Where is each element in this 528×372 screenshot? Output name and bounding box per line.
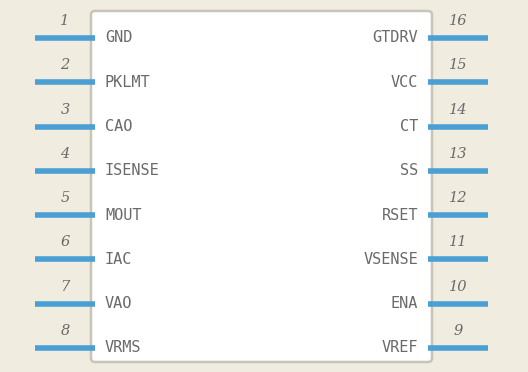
Text: ISENSE: ISENSE (105, 163, 160, 178)
Text: 9: 9 (454, 324, 463, 338)
Text: VRMS: VRMS (105, 340, 142, 356)
Text: 15: 15 (449, 58, 467, 72)
Text: VSENSE: VSENSE (363, 252, 418, 267)
Text: 1: 1 (60, 14, 70, 28)
Text: GND: GND (105, 31, 133, 45)
Text: CT: CT (400, 119, 418, 134)
Text: 16: 16 (449, 14, 467, 28)
Text: 3: 3 (60, 103, 70, 116)
Text: 5: 5 (60, 191, 70, 205)
Text: PKLMT: PKLMT (105, 75, 150, 90)
Text: 8: 8 (60, 324, 70, 338)
Text: VREF: VREF (382, 340, 418, 356)
Text: 12: 12 (449, 191, 467, 205)
Text: 11: 11 (449, 235, 467, 250)
Text: 7: 7 (60, 280, 70, 294)
Text: VCC: VCC (391, 75, 418, 90)
Text: CAO: CAO (105, 119, 133, 134)
Text: 6: 6 (60, 235, 70, 250)
Text: 2: 2 (60, 58, 70, 72)
Text: GTDRV: GTDRV (372, 31, 418, 45)
Text: MOUT: MOUT (105, 208, 142, 223)
Text: RSET: RSET (382, 208, 418, 223)
FancyBboxPatch shape (91, 11, 432, 362)
Text: 13: 13 (449, 147, 467, 161)
Text: SS: SS (400, 163, 418, 178)
Text: ENA: ENA (391, 296, 418, 311)
Text: IAC: IAC (105, 252, 133, 267)
Text: 4: 4 (60, 147, 70, 161)
Text: 10: 10 (449, 280, 467, 294)
Text: 14: 14 (449, 103, 467, 116)
Text: VAO: VAO (105, 296, 133, 311)
